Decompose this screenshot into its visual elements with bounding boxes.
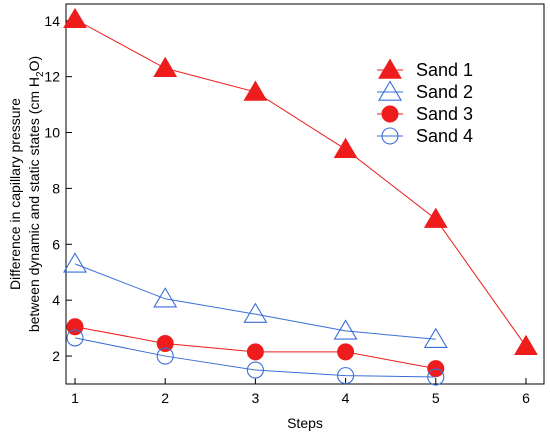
legend-entry-2: Sand 2 xyxy=(377,80,473,102)
x-tick-label-3: 3 xyxy=(251,390,259,406)
x-tick-label-4: 4 xyxy=(342,390,350,406)
data-point-3-4 xyxy=(337,343,355,361)
data-point-3-2 xyxy=(156,334,174,352)
data-point-1-1 xyxy=(63,7,87,29)
data-point-1-4 xyxy=(333,137,358,158)
series-2 xyxy=(63,252,448,349)
legend-marker-2 xyxy=(378,80,402,101)
legend-label-2: Sand 2 xyxy=(416,82,473,102)
data-point-3-3 xyxy=(246,343,264,361)
y-tick-label-10: 10 xyxy=(44,125,60,141)
data-point-2-4 xyxy=(333,319,358,340)
y-axis-title-line2: between dynamic and static states (cm H2… xyxy=(26,56,46,332)
data-point-2-1 xyxy=(63,252,88,273)
data-point-1-6 xyxy=(514,334,538,355)
plot-frame xyxy=(65,3,545,385)
y-tick-label-12: 12 xyxy=(44,69,60,85)
y-tick-label-4: 4 xyxy=(52,292,60,308)
series-line-2 xyxy=(74,263,436,340)
legend-entry-4: Sand 4 xyxy=(377,126,473,146)
legend-label-4: Sand 4 xyxy=(416,126,473,146)
series-4 xyxy=(66,329,445,386)
data-point-4-5 xyxy=(427,368,445,386)
x-tick-label-2: 2 xyxy=(161,390,169,406)
x-tick-label-6: 6 xyxy=(522,390,530,406)
data-point-1-3 xyxy=(243,80,268,101)
data-point-2-5 xyxy=(423,327,448,349)
legend-label-1: Sand 1 xyxy=(416,60,473,80)
legend-marker-3 xyxy=(381,105,399,123)
y-tick-label-2: 2 xyxy=(52,348,60,364)
legend-marker-1 xyxy=(378,58,402,79)
y-axis-title: Difference in capillary pressure between… xyxy=(7,56,46,332)
legend-label-3: Sand 3 xyxy=(416,104,473,124)
series-line-1 xyxy=(74,18,527,347)
y-axis-title-line1: Difference in capillary pressure xyxy=(7,98,23,290)
series-1 xyxy=(63,7,538,355)
x-axis-title: Steps xyxy=(287,415,323,431)
data-point-1-5 xyxy=(423,207,448,228)
data-point-4-2 xyxy=(156,347,174,365)
legend-entry-3: Sand 3 xyxy=(377,104,473,124)
series-line-4 xyxy=(74,337,436,378)
data-point-1-2 xyxy=(153,56,178,77)
data-point-4-1 xyxy=(66,329,84,347)
data-point-4-4 xyxy=(337,367,355,385)
legend-entry-1: Sand 1 xyxy=(377,58,473,80)
y-tick-label-14: 14 xyxy=(44,13,60,29)
data-point-2-3 xyxy=(243,302,268,323)
y-tick-label-8: 8 xyxy=(52,180,60,196)
data-point-4-3 xyxy=(246,361,264,379)
legend-marker-4 xyxy=(381,127,399,145)
y-tick-label-6: 6 xyxy=(52,236,60,252)
x-tick-label-1: 1 xyxy=(71,390,79,406)
data-point-2-2 xyxy=(153,287,178,308)
x-tick-label-5: 5 xyxy=(432,390,440,406)
